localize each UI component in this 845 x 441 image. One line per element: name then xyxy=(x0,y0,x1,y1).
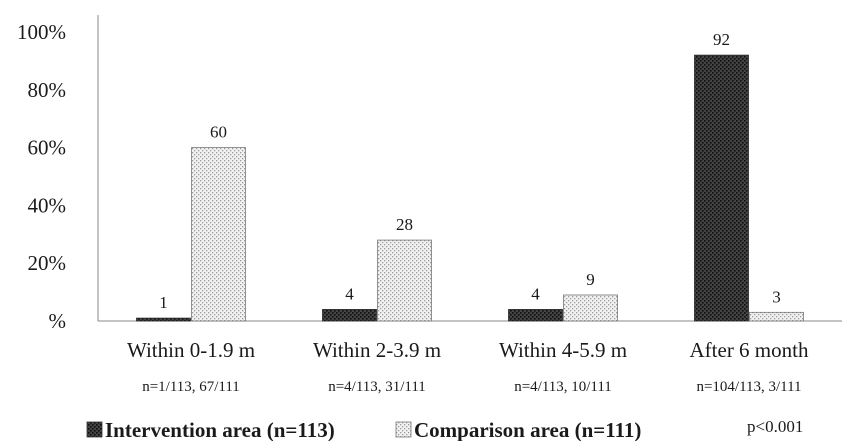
x-category-label: After 6 month xyxy=(690,338,809,362)
x-category-note: n=4/113, 31/111 xyxy=(328,379,426,395)
y-tick-label: 20% xyxy=(28,251,67,275)
bar-comparison-1 xyxy=(377,239,432,322)
data-label: 60 xyxy=(210,123,227,142)
data-label: 9 xyxy=(586,270,595,289)
data-label: 4 xyxy=(531,284,540,303)
y-tick-label: % xyxy=(49,309,67,333)
x-axis-categories: Within 0-1.9 m n=1/113, 67/111 Within 2-3.… xyxy=(127,338,809,395)
legend-swatch-comparison xyxy=(395,421,412,438)
x-category-note: n=104/113, 3/111 xyxy=(696,379,801,395)
bar-intervention-2 xyxy=(508,309,563,322)
bars xyxy=(136,54,804,322)
bar-intervention-1 xyxy=(322,309,377,322)
bar-comparison-2 xyxy=(563,294,618,322)
legend-label-intervention: Intervention area (n=113) xyxy=(105,418,335,441)
x-category-note: n=1/113, 67/111 xyxy=(142,379,240,395)
bar-comparison-0 xyxy=(191,147,246,322)
data-label: 3 xyxy=(772,287,781,306)
p-value-annotation: p<0.001 xyxy=(747,417,803,436)
x-category-label: Within 0-1.9 m xyxy=(127,338,255,362)
bar-comparison-3 xyxy=(749,311,804,322)
x-category-label: Within 4-5.9 m xyxy=(499,338,627,362)
data-label: 4 xyxy=(345,284,354,303)
data-label: 1 xyxy=(159,293,168,312)
legend-swatch-intervention xyxy=(86,421,103,438)
x-category-label: Within 2-3.9 m xyxy=(313,338,441,362)
legend-label-comparison: Comparison area (n=111) xyxy=(414,418,641,441)
bar-intervention-0 xyxy=(136,317,191,322)
y-tick-label: 80% xyxy=(28,78,67,102)
x-category-note: n=4/113, 10/111 xyxy=(514,379,612,395)
data-label: 92 xyxy=(713,30,730,49)
y-tick-label: 100% xyxy=(17,20,66,44)
y-tick-label: 40% xyxy=(28,193,67,217)
data-label: 28 xyxy=(396,215,413,234)
data-labels: 1 60 4 28 4 9 92 3 xyxy=(159,30,781,312)
axes: % 20% 40% 60% 80% 100% xyxy=(17,15,842,333)
legend: Intervention area (n=113) Comparison are… xyxy=(86,418,641,441)
y-tick-label: 60% xyxy=(28,136,67,160)
bar-intervention-3 xyxy=(694,54,749,322)
